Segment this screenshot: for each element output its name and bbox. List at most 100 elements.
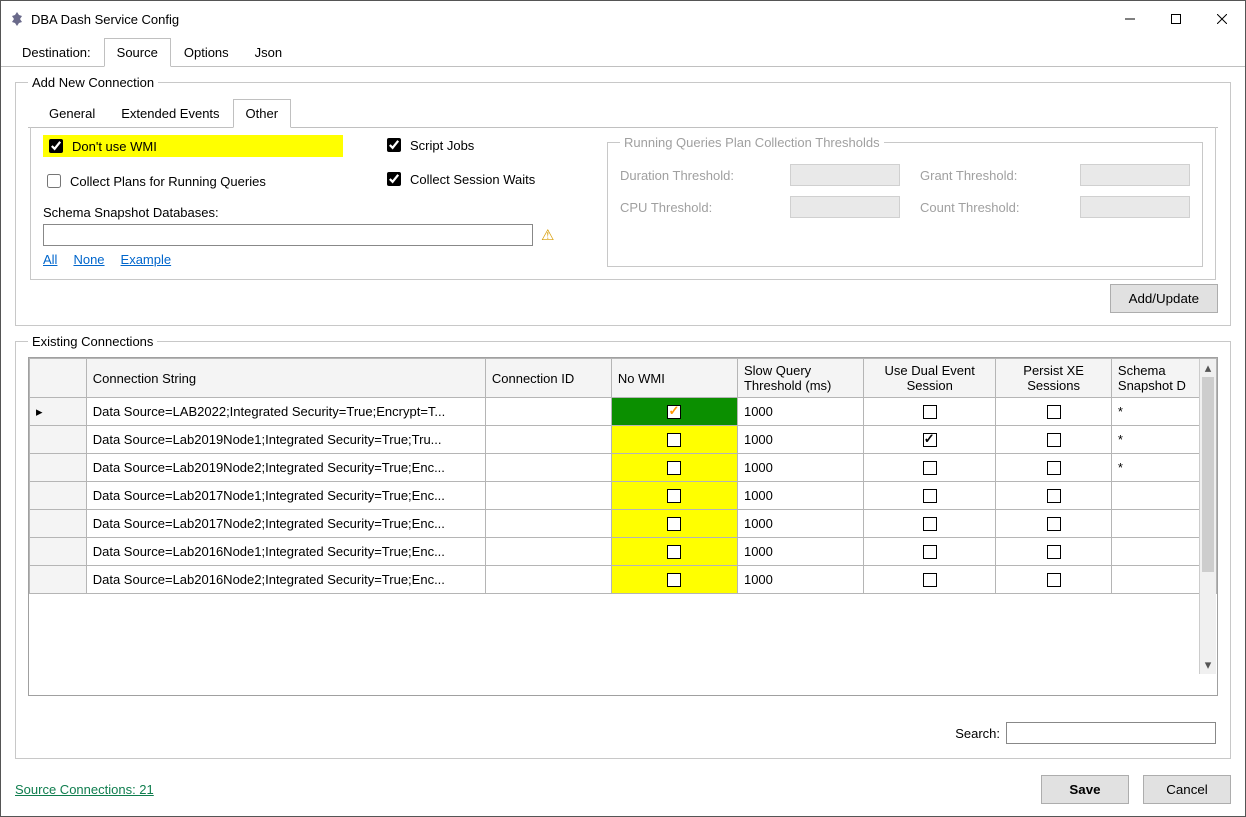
- col-connection-string[interactable]: Connection String: [86, 359, 485, 398]
- cell-no-wmi[interactable]: [611, 510, 737, 538]
- no-wmi-checkbox-icon[interactable]: [667, 461, 681, 475]
- persist-xe-checkbox-icon[interactable]: [1047, 517, 1061, 531]
- cell-persist-xe[interactable]: [996, 426, 1112, 454]
- dual-event-checkbox-icon[interactable]: [923, 405, 937, 419]
- table-row[interactable]: Data Source=Lab2019Node1;Integrated Secu…: [30, 426, 1217, 454]
- source-connections-link[interactable]: Source Connections: 21: [15, 782, 154, 797]
- cell-connection-id[interactable]: [485, 398, 611, 426]
- col-connection-id[interactable]: Connection ID: [485, 359, 611, 398]
- schema-link-all[interactable]: All: [43, 252, 57, 267]
- cell-connection-id[interactable]: [485, 426, 611, 454]
- cell-connection-id[interactable]: [485, 454, 611, 482]
- collect-waits-input[interactable]: [387, 172, 401, 186]
- script-jobs-checkbox[interactable]: Script Jobs: [383, 135, 535, 155]
- cell-dual-event[interactable]: [864, 426, 996, 454]
- cell-dual-event[interactable]: [864, 454, 996, 482]
- row-selector[interactable]: ▸: [30, 398, 87, 426]
- cell-connection-string[interactable]: Data Source=Lab2017Node1;Integrated Secu…: [86, 482, 485, 510]
- cell-persist-xe[interactable]: [996, 482, 1112, 510]
- cell-no-wmi[interactable]: [611, 426, 737, 454]
- scroll-thumb[interactable]: [1202, 377, 1214, 572]
- persist-xe-checkbox-icon[interactable]: [1047, 433, 1061, 447]
- script-jobs-input[interactable]: [387, 138, 401, 152]
- no-wmi-checkbox-icon[interactable]: [667, 573, 681, 587]
- col-dual-event[interactable]: Use Dual Event Session: [864, 359, 996, 398]
- cell-persist-xe[interactable]: [996, 510, 1112, 538]
- cell-connection-string[interactable]: Data Source=Lab2019Node2;Integrated Secu…: [86, 454, 485, 482]
- tab-source[interactable]: Source: [104, 38, 171, 67]
- table-row[interactable]: Data Source=Lab2017Node1;Integrated Secu…: [30, 482, 1217, 510]
- dont-use-wmi-input[interactable]: [49, 139, 63, 153]
- cell-persist-xe[interactable]: [996, 454, 1112, 482]
- cell-slow-query[interactable]: 1000: [737, 482, 863, 510]
- no-wmi-checkbox-icon[interactable]: [667, 489, 681, 503]
- cell-connection-id[interactable]: [485, 510, 611, 538]
- search-input[interactable]: [1006, 722, 1216, 744]
- cancel-button[interactable]: Cancel: [1143, 775, 1231, 804]
- persist-xe-checkbox-icon[interactable]: [1047, 573, 1061, 587]
- persist-xe-checkbox-icon[interactable]: [1047, 489, 1061, 503]
- close-button[interactable]: [1199, 1, 1245, 37]
- tab-other[interactable]: Other: [233, 99, 292, 128]
- schema-snapshot-input[interactable]: [43, 224, 533, 246]
- tab-json[interactable]: Json: [242, 38, 295, 67]
- cell-dual-event[interactable]: [864, 510, 996, 538]
- cell-slow-query[interactable]: 1000: [737, 398, 863, 426]
- dont-use-wmi-checkbox[interactable]: Don't use WMI: [43, 135, 343, 157]
- cell-no-wmi[interactable]: [611, 398, 737, 426]
- cell-connection-string[interactable]: Data Source=Lab2016Node1;Integrated Secu…: [86, 538, 485, 566]
- scroll-down-arrow-icon[interactable]: ▾: [1205, 656, 1212, 674]
- table-row[interactable]: Data Source=Lab2019Node2;Integrated Secu…: [30, 454, 1217, 482]
- collect-plans-checkbox[interactable]: Collect Plans for Running Queries: [43, 171, 343, 191]
- cell-connection-string[interactable]: Data Source=Lab2017Node2;Integrated Secu…: [86, 510, 485, 538]
- table-row[interactable]: Data Source=Lab2017Node2;Integrated Secu…: [30, 510, 1217, 538]
- cell-persist-xe[interactable]: [996, 398, 1112, 426]
- cell-connection-id[interactable]: [485, 566, 611, 594]
- collect-plans-input[interactable]: [47, 174, 61, 188]
- col-no-wmi[interactable]: No WMI: [611, 359, 737, 398]
- tab-options[interactable]: Options: [171, 38, 242, 67]
- collect-waits-checkbox[interactable]: Collect Session Waits: [383, 169, 535, 189]
- no-wmi-checkbox-icon[interactable]: [667, 545, 681, 559]
- tab-extended-events[interactable]: Extended Events: [108, 99, 232, 128]
- row-selector[interactable]: [30, 482, 87, 510]
- dual-event-checkbox-icon[interactable]: [923, 489, 937, 503]
- row-selector[interactable]: [30, 566, 87, 594]
- table-row[interactable]: ▸Data Source=LAB2022;Integrated Security…: [30, 398, 1217, 426]
- cell-slow-query[interactable]: 1000: [737, 538, 863, 566]
- cell-no-wmi[interactable]: [611, 566, 737, 594]
- no-wmi-checkbox-icon[interactable]: [667, 517, 681, 531]
- persist-xe-checkbox-icon[interactable]: [1047, 405, 1061, 419]
- cell-slow-query[interactable]: 1000: [737, 566, 863, 594]
- dual-event-checkbox-icon[interactable]: [923, 573, 937, 587]
- cell-connection-string[interactable]: Data Source=Lab2019Node1;Integrated Secu…: [86, 426, 485, 454]
- row-selector[interactable]: [30, 454, 87, 482]
- cell-slow-query[interactable]: 1000: [737, 510, 863, 538]
- col-persist-xe[interactable]: Persist XE Sessions: [996, 359, 1112, 398]
- maximize-button[interactable]: [1153, 1, 1199, 37]
- cell-connection-string[interactable]: Data Source=Lab2016Node2;Integrated Secu…: [86, 566, 485, 594]
- row-selector[interactable]: [30, 510, 87, 538]
- cell-connection-id[interactable]: [485, 538, 611, 566]
- save-button[interactable]: Save: [1041, 775, 1129, 804]
- cell-no-wmi[interactable]: [611, 538, 737, 566]
- dual-event-checkbox-icon[interactable]: [923, 517, 937, 531]
- cell-persist-xe[interactable]: [996, 566, 1112, 594]
- vertical-scrollbar[interactable]: ▴ ▾: [1199, 359, 1216, 674]
- row-selector[interactable]: [30, 426, 87, 454]
- no-wmi-checkbox-icon[interactable]: [667, 433, 681, 447]
- cell-no-wmi[interactable]: [611, 454, 737, 482]
- add-update-button[interactable]: Add/Update: [1110, 284, 1218, 313]
- persist-xe-checkbox-icon[interactable]: [1047, 461, 1061, 475]
- cell-no-wmi[interactable]: [611, 482, 737, 510]
- no-wmi-checkbox-icon[interactable]: [667, 405, 681, 419]
- dual-event-checkbox-icon[interactable]: [923, 433, 937, 447]
- cell-connection-string[interactable]: Data Source=LAB2022;Integrated Security=…: [86, 398, 485, 426]
- row-selector[interactable]: [30, 538, 87, 566]
- cell-slow-query[interactable]: 1000: [737, 454, 863, 482]
- scroll-up-arrow-icon[interactable]: ▴: [1205, 359, 1212, 377]
- table-row[interactable]: Data Source=Lab2016Node2;Integrated Secu…: [30, 566, 1217, 594]
- connections-table[interactable]: Connection String Connection ID No WMI S…: [29, 358, 1217, 594]
- tab-destination[interactable]: Destination:: [9, 38, 104, 67]
- table-row[interactable]: Data Source=Lab2016Node1;Integrated Secu…: [30, 538, 1217, 566]
